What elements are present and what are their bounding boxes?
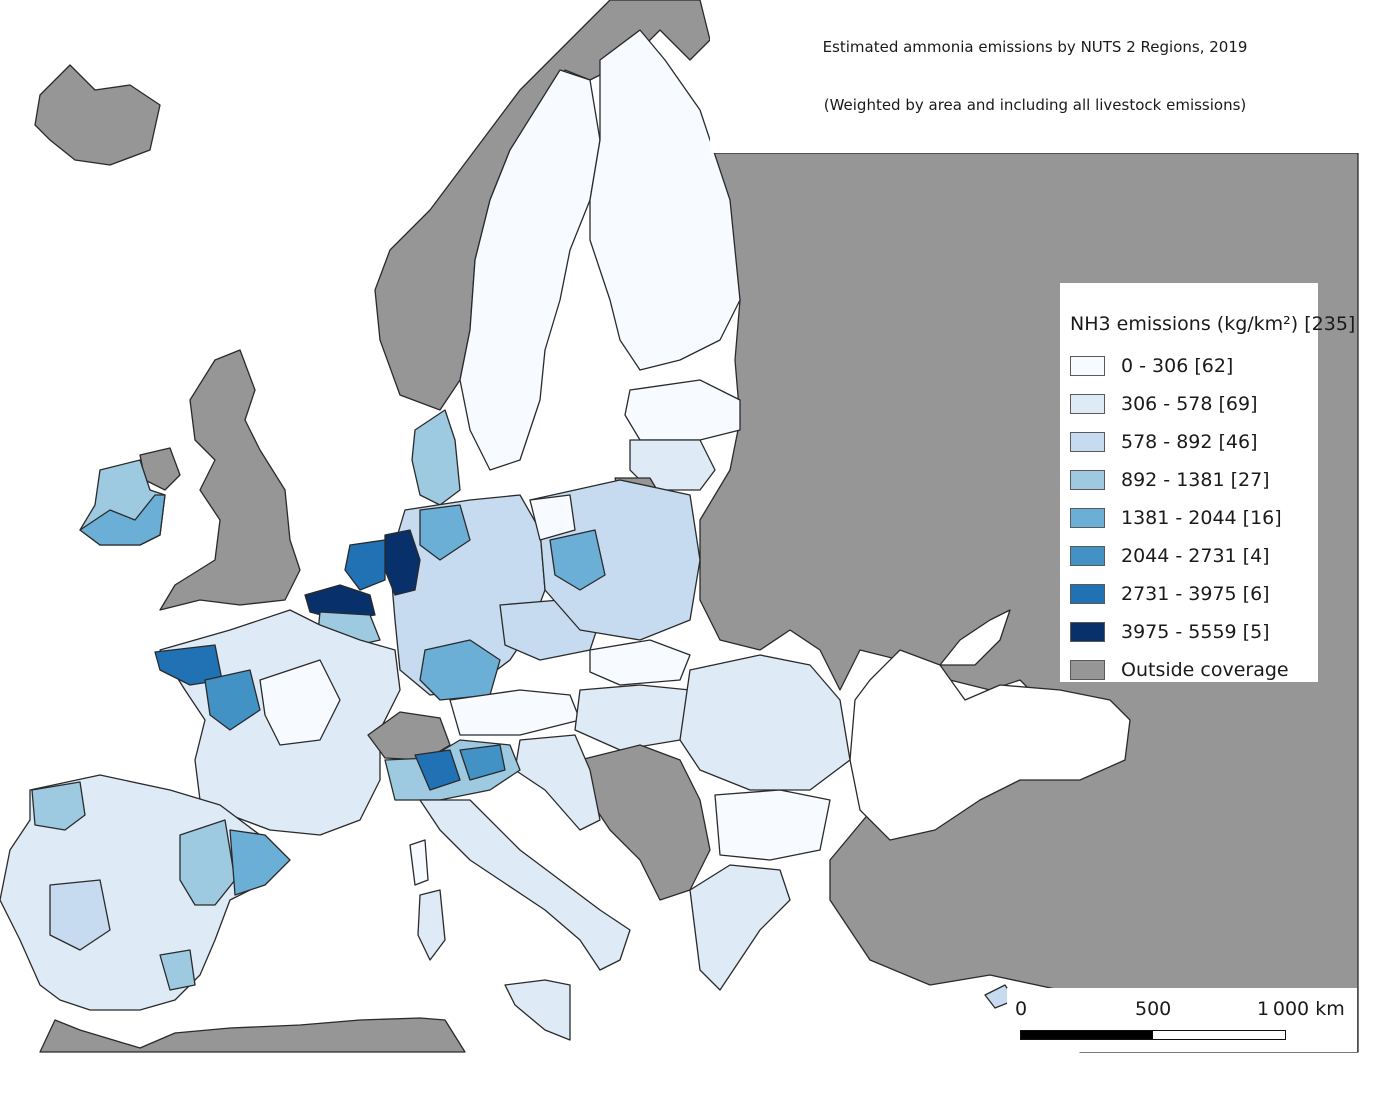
legend-label: 306 - 578 [69] <box>1121 393 1258 415</box>
legend-label: 0 - 306 [62] <box>1121 355 1234 377</box>
lithuania <box>629 439 716 491</box>
legend-item: Outside coverage <box>1070 651 1289 689</box>
corsica <box>409 839 429 886</box>
pays-de-la-loire <box>204 669 261 731</box>
scale-bar-track <box>1020 1030 1286 1040</box>
legend-item: 2731 - 3975 [6] <box>1070 575 1289 613</box>
legend-label: 2044 - 2731 [4] <box>1121 545 1270 567</box>
galicia <box>31 781 86 831</box>
ireland-south <box>79 494 166 546</box>
legend-label: 1381 - 2044 [16] <box>1121 507 1282 529</box>
veneto <box>459 744 506 781</box>
legend-swatch <box>1070 584 1105 604</box>
legend-label: 892 - 1381 [27] <box>1121 469 1270 491</box>
extremadura <box>49 879 111 951</box>
poland-wielkopolska <box>549 529 606 591</box>
legend-label: 2731 - 3975 [6] <box>1121 583 1270 605</box>
scale-label-500: 500 <box>1135 998 1172 1020</box>
germany-nw-high <box>419 504 471 561</box>
sea-of-azov <box>939 609 1011 666</box>
sicily <box>504 979 571 1041</box>
western-balkans <box>579 744 711 901</box>
legend-swatch <box>1070 470 1105 490</box>
legend-swatch <box>1070 432 1105 452</box>
map-title: Estimated ammonia emissions by NUTS 2 Re… <box>822 38 1248 56</box>
legend-swatch <box>1070 356 1105 376</box>
france-interior-light <box>259 659 341 746</box>
sweden <box>459 69 601 471</box>
great-britain <box>159 349 301 611</box>
austria <box>449 689 581 736</box>
legend-label: 3975 - 5559 [5] <box>1121 621 1270 643</box>
catalonia <box>229 829 291 896</box>
legend-item: 892 - 1381 [27] <box>1070 461 1289 499</box>
romania <box>679 654 851 791</box>
greece <box>689 864 791 991</box>
black-sea <box>849 649 1131 841</box>
bulgaria <box>714 789 831 861</box>
hungary <box>574 684 691 751</box>
netherlands-west <box>344 539 386 591</box>
legend-item: 306 - 578 [69] <box>1070 385 1289 423</box>
estonia-latvia <box>624 379 741 441</box>
title-panel: Estimated ammonia emissions by NUTS 2 Re… <box>710 0 1360 153</box>
legend-label: Outside coverage <box>1121 659 1289 681</box>
scale-bar: 0 500 1 000 km <box>1007 988 1357 1052</box>
legend-swatch <box>1070 660 1105 680</box>
legend-item: 1381 - 2044 [16] <box>1070 499 1289 537</box>
legend-item: 3975 - 5559 [5] <box>1070 613 1289 651</box>
slovakia <box>589 639 691 686</box>
legend-item: 2044 - 2731 [4] <box>1070 537 1289 575</box>
finland <box>589 29 741 371</box>
murcia <box>159 949 196 991</box>
scale-label-0: 0 <box>1015 998 1028 1020</box>
italy-peninsula <box>419 799 631 971</box>
scale-segment-black <box>1021 1031 1153 1039</box>
legend-swatch <box>1070 508 1105 528</box>
switzerland <box>367 711 451 761</box>
scale-label-1000: 1 000 km <box>1257 998 1345 1020</box>
legend-swatch <box>1070 394 1105 414</box>
poland-pomorskie <box>529 494 576 541</box>
legend-item: 0 - 306 [62] <box>1070 347 1289 385</box>
legend-items: 0 - 306 [62] 306 - 578 [69] 578 - 892 [4… <box>1070 347 1289 689</box>
north-africa <box>39 1017 466 1053</box>
map-subtitle: (Weighted by area and including all live… <box>823 96 1247 114</box>
denmark <box>411 409 461 506</box>
belgium-flanders <box>304 584 376 621</box>
legend-item: 578 - 892 [46] <box>1070 423 1289 461</box>
legend-title: NH3 emissions (kg/km²) [235] <box>1070 313 1356 335</box>
lombardy <box>414 749 461 791</box>
iceland <box>34 64 161 166</box>
legend-swatch <box>1070 546 1105 566</box>
legend-label: 578 - 892 [46] <box>1121 431 1258 453</box>
aragon <box>179 819 236 906</box>
croatia <box>514 734 601 831</box>
scale-segment-white <box>1153 1031 1285 1039</box>
legend-panel: NH3 emissions (kg/km²) [235] 0 - 306 [62… <box>1060 283 1355 682</box>
sardinia <box>417 889 446 961</box>
legend-swatch <box>1070 622 1105 642</box>
